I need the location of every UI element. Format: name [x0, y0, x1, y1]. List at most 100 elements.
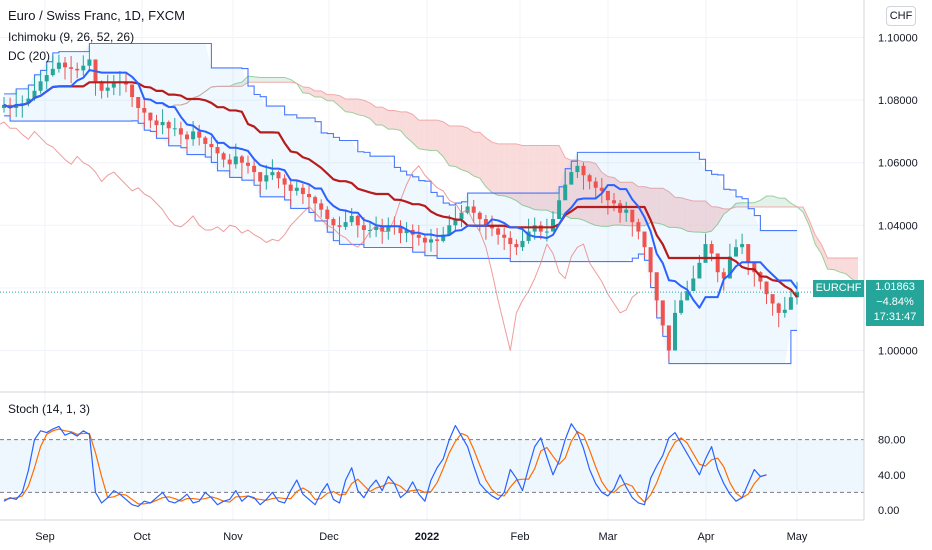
time-axis[interactable]: Sep Oct Nov Dec 2022 Feb Mar Apr May — [35, 531, 808, 543]
candle-body — [435, 239, 440, 241]
candle-body — [319, 203, 324, 210]
candle-body — [14, 104, 19, 108]
cloud-segment — [382, 107, 389, 130]
candle-body — [764, 281, 769, 295]
candle-body — [252, 165, 257, 173]
candle-body — [697, 262, 702, 279]
candle-body — [508, 237, 513, 245]
candle-body — [300, 187, 305, 194]
candle-body — [355, 215, 360, 226]
candle-body — [99, 81, 104, 91]
cloud-segment — [278, 77, 285, 83]
cloud-segment — [272, 77, 279, 83]
candle-body — [471, 206, 476, 213]
cloud-segment — [754, 200, 761, 207]
candle-body — [63, 62, 67, 68]
cloud-segment — [357, 99, 364, 116]
cloud-segment — [699, 201, 706, 233]
candle-body — [282, 178, 287, 185]
tenkan-line — [3, 69, 798, 309]
time-tick-label: Nov — [223, 531, 243, 543]
cloud-segment — [736, 202, 743, 207]
cloud-segment — [675, 197, 682, 229]
cloud-segment — [693, 201, 700, 233]
candle-body — [2, 104, 6, 108]
stoch-band — [0, 439, 864, 493]
candle-body — [496, 228, 501, 235]
candle-body — [142, 107, 147, 113]
candle-body — [599, 187, 604, 191]
candle-body — [770, 294, 775, 304]
price-tick-label: 1.04000 — [878, 220, 918, 232]
candle-body — [569, 172, 574, 185]
candle-body — [721, 272, 726, 279]
price-tag-change: −4.84% — [866, 295, 924, 310]
cloud-segment — [418, 120, 425, 150]
cloud-segment — [406, 111, 413, 143]
cloud-segment — [461, 125, 468, 172]
donchian-legend[interactable]: DC (20) — [8, 49, 51, 63]
candle-body — [178, 128, 183, 135]
candle-body — [502, 234, 507, 238]
cloud-segment — [650, 188, 657, 224]
candle-body — [227, 159, 232, 165]
candle-body — [185, 134, 189, 140]
candle-body — [154, 120, 159, 126]
cloud-segment — [845, 257, 852, 279]
candle-body — [593, 181, 598, 188]
candle-body — [685, 291, 690, 301]
cloud-segment — [522, 145, 529, 208]
candle-body — [642, 231, 647, 248]
cloud-segment — [260, 77, 267, 83]
cloud-segment — [473, 132, 480, 179]
price-tag-countdown: 17:31:47 — [866, 310, 924, 326]
candle-body — [337, 225, 342, 227]
price-tick-label: 1.06000 — [878, 158, 918, 170]
cloud-segment — [455, 125, 462, 170]
cloud-segment — [266, 77, 273, 83]
candle-body — [551, 219, 555, 232]
currency-button[interactable]: CHF — [886, 6, 916, 26]
stoch-legend[interactable]: Stoch (14, 1, 3) — [8, 402, 91, 416]
candle-body — [795, 292, 799, 298]
cloud-segment — [705, 201, 712, 233]
cloud-segment — [327, 94, 334, 101]
stoch-axis[interactable]: 80.00 40.00 0.00 — [878, 435, 906, 517]
candle-body — [361, 225, 366, 230]
cloud-segment — [553, 145, 560, 214]
candle-body — [32, 90, 37, 99]
cloud-segment — [784, 198, 791, 207]
ichimoku-legend[interactable]: Ichimoku (9, 26, 52, 26) — [8, 30, 135, 44]
candle-body — [239, 156, 244, 163]
cloud-segment — [687, 199, 694, 233]
time-tick-label: Mar — [599, 531, 618, 543]
candle-body — [313, 197, 318, 204]
cloud-segment — [534, 145, 541, 211]
candle-body — [105, 87, 110, 91]
candle-body — [740, 244, 745, 248]
candle-body — [368, 229, 372, 231]
cloud-segment — [656, 188, 663, 225]
symbol-tag: EURCHF — [813, 280, 864, 297]
candle-body — [233, 156, 238, 165]
donchian-lower — [4, 115, 797, 365]
cloud-segment — [431, 120, 438, 151]
stoch-pane[interactable] — [0, 423, 864, 508]
candle-body — [648, 247, 653, 273]
candle-body — [734, 247, 738, 257]
price-pane[interactable] — [0, 0, 864, 520]
cloud-segment — [333, 94, 340, 107]
cloud-segment — [321, 90, 328, 101]
candle-body — [514, 244, 519, 248]
candle-body — [453, 219, 458, 226]
price-tick-label: 1.10000 — [878, 33, 918, 45]
candle-body — [703, 244, 708, 263]
candle-body — [197, 131, 202, 138]
stoch-tick-label: 40.00 — [878, 470, 906, 482]
chikou-line — [0, 121, 639, 351]
candle-body — [715, 253, 720, 273]
stoch-tick-label: 80.00 — [878, 435, 906, 447]
senkou-a-line — [162, 75, 859, 284]
cloud-segment — [711, 206, 718, 232]
